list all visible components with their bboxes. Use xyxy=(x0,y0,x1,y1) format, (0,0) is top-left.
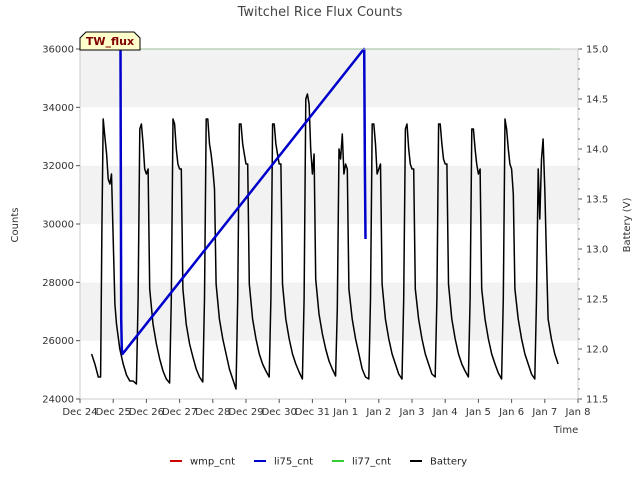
x-tick-label: Jan 6 xyxy=(498,407,524,418)
x-tick-label: Jan 7 xyxy=(531,407,557,418)
legend-label: wmp_cnt xyxy=(190,457,235,468)
x-tick-label: Dec 28 xyxy=(195,407,230,418)
legend-label: li77_cnt xyxy=(352,457,391,468)
x-tick-label: Dec 30 xyxy=(262,407,297,418)
series-line-li75_cnt xyxy=(119,47,367,356)
y-tick-label: 26000 xyxy=(42,336,74,347)
grid-band xyxy=(80,107,578,166)
x-tick-label: Jan 3 xyxy=(399,407,425,418)
y-tick-label: 34000 xyxy=(42,103,74,114)
grid-band xyxy=(80,49,578,108)
y2-tick-label: 14.0 xyxy=(586,145,608,156)
grid-band xyxy=(80,340,578,399)
x-tick-label: Dec 31 xyxy=(295,407,330,418)
x-tick-label: Dec 27 xyxy=(162,407,197,418)
site-badge-shape xyxy=(79,31,141,51)
legend-item-wmp_cnt: wmp_cnt xyxy=(170,457,235,468)
legend-item-Battery: Battery xyxy=(410,457,467,468)
y2-tick-label: 11.5 xyxy=(586,395,608,406)
grid-band xyxy=(80,282,578,341)
x-axis-title: Time xyxy=(553,425,578,436)
grid-band xyxy=(80,165,578,224)
y-tick-label: 36000 xyxy=(42,45,74,56)
x-tick-label: Jan 2 xyxy=(365,407,391,418)
y2-tick-label: 13.5 xyxy=(586,195,608,206)
y-axis-title: Counts xyxy=(10,208,21,243)
x-tick-label: Jan 8 xyxy=(565,407,591,418)
x-tick-label: Jan 1 xyxy=(332,407,358,418)
y2-tick-label: 12.0 xyxy=(586,345,608,356)
legend-item-li75_cnt: li75_cnt xyxy=(254,457,313,468)
y2-tick-label: 14.5 xyxy=(586,95,608,106)
x-tick-label: Jan 4 xyxy=(432,407,458,418)
grid-bands xyxy=(80,49,578,399)
chart-title: Twitchel Rice Flux Counts xyxy=(237,5,403,20)
x-tick-label: Dec 26 xyxy=(129,407,164,418)
site-badge: TW_flux xyxy=(79,31,141,51)
y2-axis-title: Battery (V) xyxy=(622,197,633,252)
legend-item-li77_cnt: li77_cnt xyxy=(332,457,391,468)
y-tick-label: 32000 xyxy=(42,161,74,172)
series-line-Battery xyxy=(90,93,559,390)
legend-label: Battery xyxy=(430,457,467,468)
y2-tick-label: 13.0 xyxy=(586,245,608,256)
y2-tick-label: 15.0 xyxy=(586,45,608,56)
legend: wmp_cnt li75_cnt li77_cnt Battery xyxy=(170,457,467,468)
grid-band xyxy=(80,224,578,283)
y2-tick-label: 12.5 xyxy=(586,295,608,306)
y-tick-label: 28000 xyxy=(42,278,74,289)
site-badge-label: TW_flux xyxy=(86,35,134,48)
y-tick-label: 30000 xyxy=(42,220,74,231)
legend-label: li75_cnt xyxy=(274,457,313,468)
x-tick-label: Dec 29 xyxy=(228,407,263,418)
x-tick-label: Dec 25 xyxy=(96,407,131,418)
x-tick-label: Jan 5 xyxy=(465,407,491,418)
y-tick-label: 24000 xyxy=(42,395,74,406)
x-tick-label: Dec 24 xyxy=(62,407,97,418)
